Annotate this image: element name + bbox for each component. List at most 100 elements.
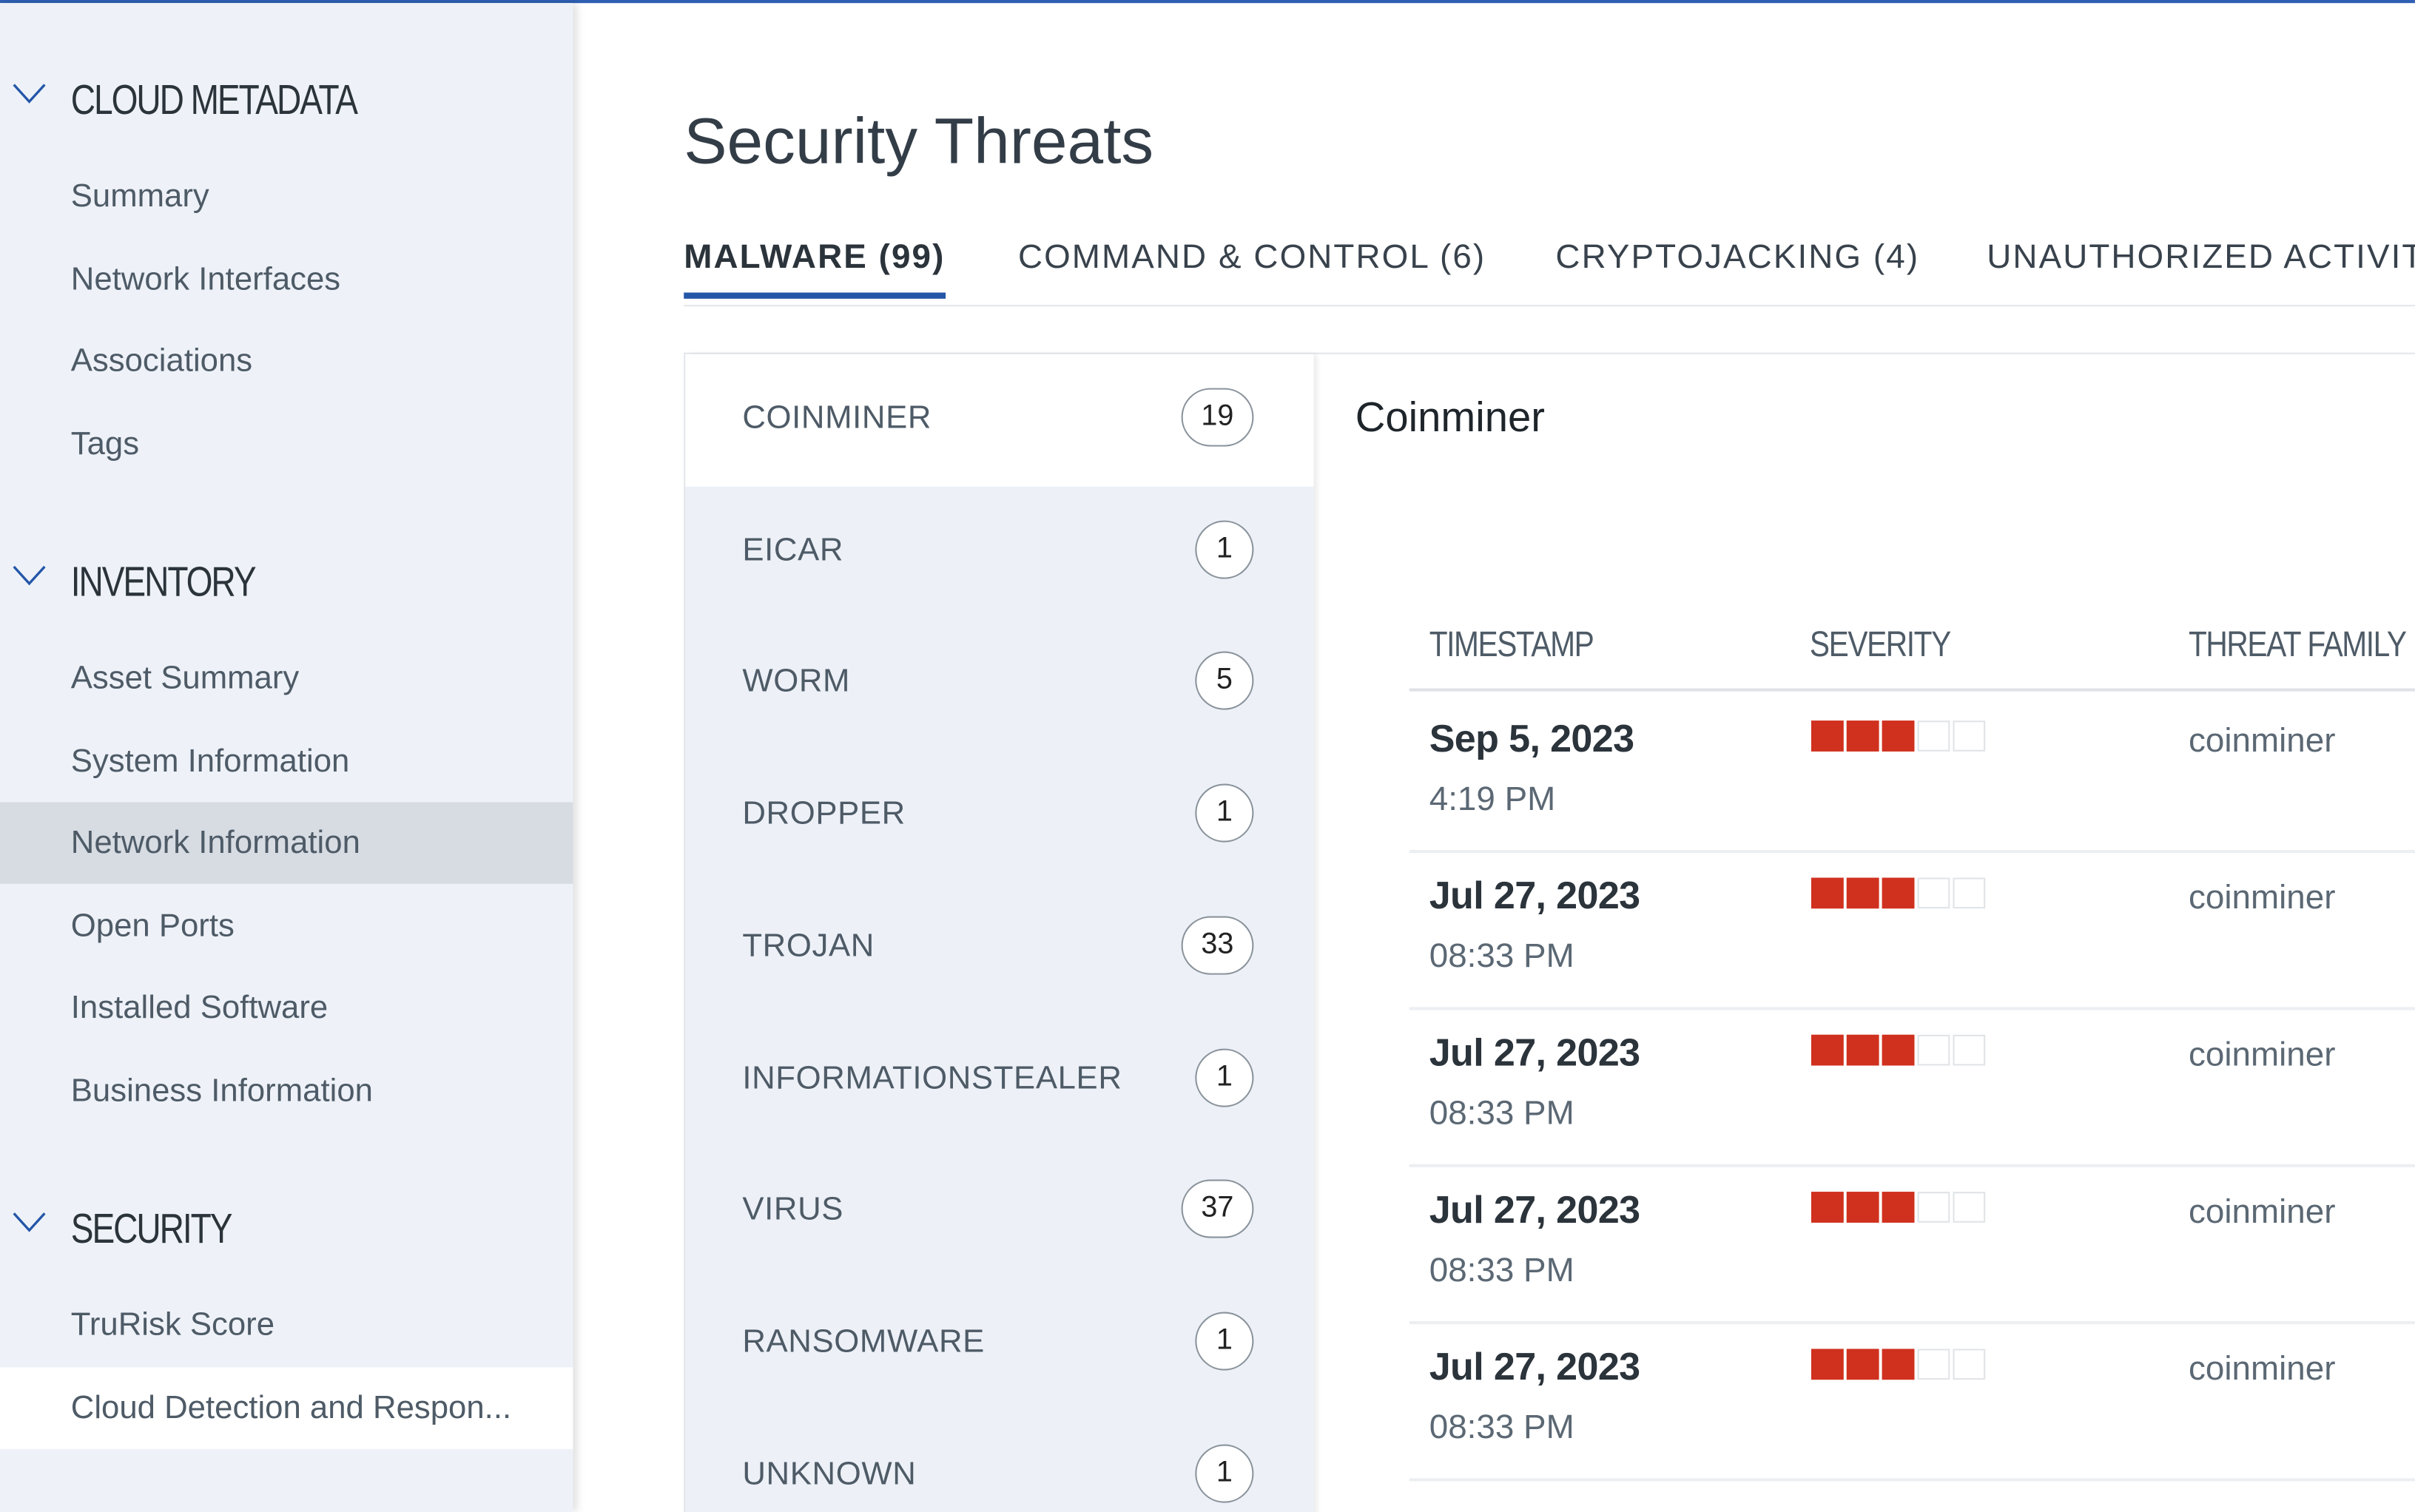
- row-time: 08:33 PM: [1429, 1407, 1574, 1446]
- section-header-1[interactable]: INVENTORY: [0, 553, 573, 614]
- count-badge: 1: [1195, 1312, 1254, 1371]
- severity-block: [1882, 1034, 1915, 1066]
- row-time: 08:33 PM: [1429, 1093, 1574, 1132]
- category-item[interactable]: TROJAN 33: [685, 882, 1313, 1014]
- chevron-down-icon[interactable]: [13, 565, 47, 587]
- chevron-down-icon[interactable]: [13, 83, 47, 104]
- severity-block: [1846, 1192, 1879, 1223]
- count-badge: 1: [1195, 1443, 1254, 1502]
- tab-cryptojacking[interactable]: CRYPTOJACKING (4): [1555, 237, 1920, 276]
- table-row[interactable]: Jul 27, 2023 08:33 PM coinminer: [1409, 850, 2415, 1010]
- category-item[interactable]: WORM 5: [685, 618, 1313, 751]
- category-item[interactable]: DROPPER 1: [685, 750, 1313, 882]
- column-header-severity[interactable]: SEVERITY: [1809, 624, 1951, 664]
- tab-unauthorized-activity[interactable]: UNAUTHORIZED ACTIVIT: [1987, 237, 2415, 276]
- severity-block: [1917, 1034, 1950, 1066]
- severity-block: [1846, 1349, 1879, 1380]
- row-time: 08:33 PM: [1429, 936, 1574, 975]
- category-item[interactable]: EICAR 1: [685, 486, 1313, 618]
- section-title: SECURITY: [70, 1205, 233, 1252]
- severity-block: [1882, 1349, 1915, 1380]
- severity-block: [1917, 1192, 1950, 1223]
- column-header-timestamp[interactable]: TIMESTAMP: [1429, 624, 1594, 664]
- severity-block: [1953, 1192, 1986, 1223]
- count-badge: 37: [1181, 1179, 1254, 1238]
- category-label: RANSOMWARE: [742, 1323, 985, 1360]
- category-label: DROPPER: [742, 796, 906, 832]
- sidebar-item-installed-software[interactable]: Installed Software: [70, 990, 329, 1027]
- tab-malware[interactable]: MALWARE (99): [684, 237, 946, 276]
- detail-title: Coinminer: [1355, 394, 1545, 441]
- category-label: EICAR: [742, 532, 844, 568]
- threat-panel: COINMINER 19 EICAR 1 WORM 5 DROPPER 1 TROJAN 33 IN…: [684, 352, 2415, 1512]
- category-item[interactable]: UNKNOWN 1: [685, 1410, 1313, 1512]
- category-list: COINMINER 19 EICAR 1 WORM 5 DROPPER 1 TROJAN 33 IN…: [685, 354, 1314, 1512]
- category-item[interactable]: RANSOMWARE 1: [685, 1278, 1313, 1411]
- row-date: Jul 27, 2023: [1429, 874, 1640, 918]
- sidebar-item-open-ports[interactable]: Open Ports: [70, 908, 235, 944]
- severity-block: [1846, 877, 1879, 909]
- count-badge: 33: [1181, 916, 1254, 975]
- row-threat-family: coinminer: [2188, 1034, 2336, 1073]
- severity-block: [1882, 1192, 1915, 1223]
- severity-block: [1953, 1034, 1986, 1066]
- category-label: UNKNOWN: [742, 1456, 917, 1492]
- row-time: 08:33 PM: [1429, 1250, 1574, 1289]
- sidebar-item-network-information[interactable]: Network Information: [0, 802, 573, 885]
- table-row[interactable]: Jul 27, 2023 08:33 PM coinminer: [1409, 1007, 2415, 1167]
- sidebar-item-system-information[interactable]: System Information: [70, 743, 350, 779]
- row-threat-family: coinminer: [2188, 720, 2336, 760]
- column-header-threat-family[interactable]: THREAT FAMILY: [2188, 624, 2407, 664]
- table-row[interactable]: Sep 5, 2023 4:19 PM coinminer: [1409, 693, 2415, 854]
- sidebar-item-business-information[interactable]: Business Information: [70, 1073, 373, 1109]
- section-header-0[interactable]: CLOUD METADATA: [0, 71, 573, 132]
- row-date: Jul 27, 2023: [1429, 1346, 1640, 1389]
- category-label: TROJAN: [742, 928, 875, 964]
- category-item[interactable]: INFORMATIONSTEALER 1: [685, 1014, 1313, 1147]
- section-header-2[interactable]: SECURITY: [0, 1200, 573, 1261]
- sidebar-item-cloud-detection-and-respon[interactable]: Cloud Detection and Respon...: [0, 1366, 573, 1448]
- severity-block: [1917, 720, 1950, 752]
- severity-block: [1953, 720, 1986, 752]
- sidebar-item-trurisk-score[interactable]: TruRisk Score: [70, 1307, 275, 1343]
- severity-meter: [1811, 877, 1986, 909]
- category-item[interactable]: VIRUS 37: [685, 1146, 1313, 1278]
- chevron-down-icon[interactable]: [13, 1212, 47, 1233]
- table-row[interactable]: Jul 27, 2023 08:33 PM coinminer: [1409, 1321, 2415, 1482]
- severity-meter: [1811, 720, 1986, 752]
- category-label: COINMINER: [742, 400, 932, 436]
- active-tab-indicator: [684, 292, 946, 299]
- header-divider: [1409, 688, 2415, 692]
- severity-block: [1846, 1034, 1879, 1066]
- category-label: VIRUS: [742, 1192, 844, 1228]
- count-badge: 5: [1195, 652, 1254, 711]
- row-date: Jul 27, 2023: [1429, 1031, 1640, 1075]
- count-badge: 1: [1195, 1047, 1254, 1107]
- severity-block: [1846, 720, 1879, 752]
- severity-meter: [1811, 1192, 1986, 1223]
- severity-block: [1953, 877, 1986, 909]
- tab-command-control[interactable]: COMMAND & CONTROL (6): [1017, 237, 1486, 276]
- severity-block: [1882, 720, 1915, 752]
- severity-block: [1953, 1349, 1986, 1380]
- sidebar-item-network-interfaces[interactable]: Network Interfaces: [70, 261, 341, 297]
- severity-meter: [1811, 1034, 1986, 1066]
- sidebar-item-summary[interactable]: Summary: [70, 178, 209, 215]
- row-date: Jul 27, 2023: [1429, 1188, 1640, 1232]
- sidebar-item-associations[interactable]: Associations: [70, 343, 253, 379]
- count-badge: 1: [1195, 519, 1254, 579]
- tab-bar: MALWARE (99) COMMAND & CONTROL (6) CRYPT…: [684, 231, 2415, 307]
- severity-meter: [1811, 1349, 1986, 1380]
- table-row[interactable]: Jul 27, 2023 08:33 PM coinminer: [1409, 1164, 2415, 1325]
- sidebar-item-tags[interactable]: Tags: [70, 426, 140, 462]
- category-item[interactable]: COINMINER 19: [685, 354, 1314, 487]
- category-label: WORM: [742, 664, 851, 700]
- category-label: INFORMATIONSTEALER: [742, 1060, 1122, 1096]
- top-accent-bar: [0, 0, 2415, 4]
- severity-block: [1811, 1349, 1844, 1380]
- sidebar-item-asset-summary[interactable]: Asset Summary: [70, 661, 300, 696]
- count-badge: 19: [1181, 388, 1254, 447]
- severity-block: [1882, 877, 1915, 909]
- severity-block: [1811, 1192, 1844, 1223]
